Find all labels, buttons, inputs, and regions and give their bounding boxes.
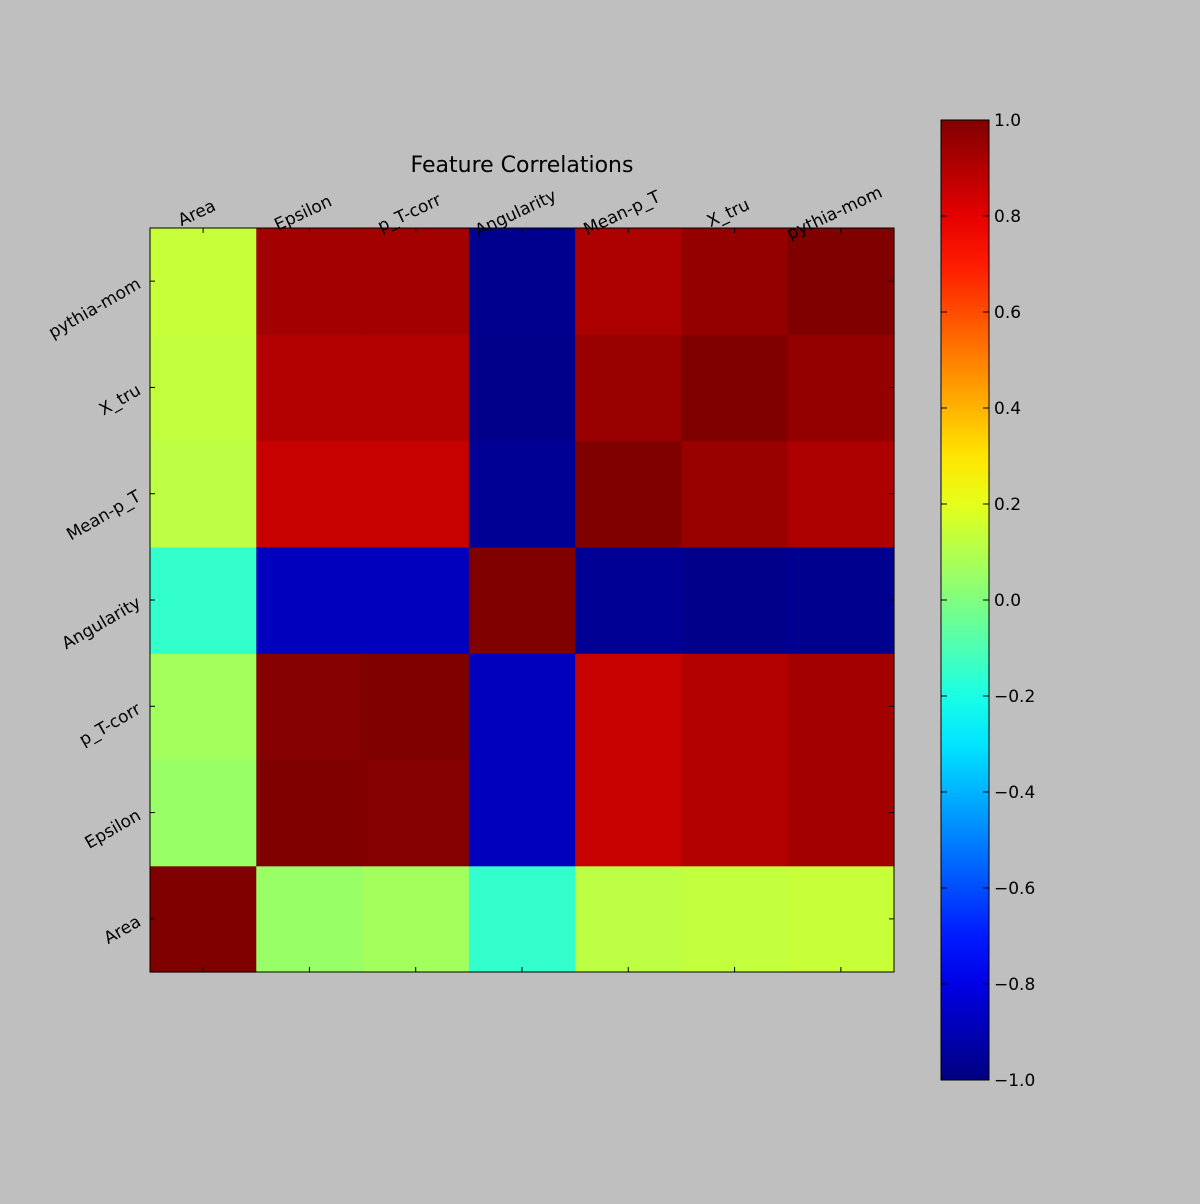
heatmap-cell-pythia-mom-angularity	[468, 228, 576, 335]
heatmap-cell-x_tru-epsilon	[256, 334, 364, 442]
heatmap-cell-angularity-x_tru	[681, 546, 789, 654]
heatmap-cell-p_t-corr-pythia-mom	[787, 653, 895, 761]
heatmap-cell-area-area	[150, 865, 257, 973]
y-tick-label-area: Area	[101, 912, 145, 949]
heatmap-cell-p_t-corr-x_tru	[681, 653, 789, 761]
colorbar-tick-label: 0.6	[994, 303, 1021, 323]
heatmap-cell-angularity-p_t-corr	[362, 546, 470, 654]
colorbar-tick-label: −0.4	[994, 783, 1035, 803]
heatmap-cell-p_t-corr-area	[150, 653, 257, 761]
heatmap-cell-angularity-pythia-mom	[787, 546, 895, 654]
colorbar-tick-label: 0.8	[994, 207, 1021, 227]
y-tick-label-angularity: Angularity	[59, 593, 145, 654]
heatmap-cell-epsilon-epsilon	[256, 759, 364, 867]
heatmap-cell-x_tru-mean-p_t	[575, 334, 683, 442]
y-tick-label-mean-p_t: Mean-p_T	[63, 486, 145, 545]
heatmap-cell-p_t-corr-mean-p_t	[575, 653, 683, 761]
heatmap-cell-epsilon-angularity	[468, 759, 576, 867]
colorbar-tick-label: −0.6	[994, 879, 1035, 899]
heatmap-cell-pythia-mom-mean-p_t	[575, 228, 683, 335]
colorbar-tick-label: 0.0	[994, 591, 1021, 611]
colorbar-tick-label: 1.0	[994, 111, 1021, 131]
chart-title: Feature Correlations	[411, 153, 634, 178]
heatmap-cell-p_t-corr-epsilon	[256, 653, 364, 761]
heatmap-cell-mean-p_t-angularity	[468, 440, 576, 548]
heatmap-cell-x_tru-angularity	[468, 334, 576, 442]
heatmap-cell-area-pythia-mom	[787, 865, 895, 973]
heatmap-cell-pythia-mom-pythia-mom	[787, 228, 895, 335]
heatmap-cell-x_tru-x_tru	[681, 334, 789, 442]
y-tick-label-pythia-mom: pythia-mom	[45, 274, 144, 343]
axis-ticks	[150, 228, 894, 972]
colorbar: 1.0 0.8 0.6 0.4 0.2 0.0 −0.2 −0.4 −0.6 −0.8 −1.0	[940, 111, 1035, 1091]
heatmap-cell-mean-p_t-pythia-mom	[787, 440, 895, 548]
heatmap-cell-epsilon-pythia-mom	[787, 759, 895, 867]
heatmap-cell-mean-p_t-area	[150, 440, 257, 548]
heatmap-cell-mean-p_t-epsilon	[256, 440, 364, 548]
heatmap-cell-angularity-area	[150, 546, 257, 654]
heatmap-cell-p_t-corr-p_t-corr	[362, 653, 470, 761]
heatmap-cell-mean-p_t-mean-p_t	[575, 440, 683, 548]
heatmap-cell-angularity-mean-p_t	[575, 546, 683, 654]
y-tick-labels: Area Epsilon p_T-corr Angularity Mean-p_T X_t…	[45, 274, 145, 949]
colorbar-tick-label: 0.4	[994, 399, 1021, 419]
x-tick-label-area: Area	[175, 196, 219, 231]
heatmap-cell-area-angularity	[468, 865, 576, 973]
heatmap-cell-x_tru-pythia-mom	[787, 334, 895, 442]
y-tick-label-x_tru: X_tru	[96, 380, 145, 420]
heatmap-cell-x_tru-area	[150, 334, 257, 442]
y-tick-label-p_t-corr: p_T-corr	[76, 699, 145, 750]
heatmap-cell-mean-p_t-p_t-corr	[362, 440, 470, 548]
heatmap-cell-area-p_t-corr	[362, 865, 470, 973]
heatmap-cell-pythia-mom-epsilon	[256, 228, 364, 335]
heatmap-cell-epsilon-mean-p_t	[575, 759, 683, 867]
colorbar-gradient	[940, 119, 990, 1081]
colorbar-tick-label: 0.2	[994, 495, 1021, 515]
heatmap-cell-mean-p_t-x_tru	[681, 440, 789, 548]
colorbar-tick-label: −0.2	[994, 687, 1035, 707]
heatmap-cell-x_tru-p_t-corr	[362, 334, 470, 442]
x-tick-label-x_tru: X_tru	[704, 195, 753, 232]
heatmap-cell-pythia-mom-area	[150, 228, 257, 335]
colorbar-tick-label: −1.0	[994, 1071, 1035, 1091]
heatmap-cell-area-epsilon	[256, 865, 364, 973]
heatmap-cell-angularity-angularity	[468, 546, 576, 654]
heatmap-cell-epsilon-p_t-corr	[362, 759, 470, 867]
y-tick-label-epsilon: Epsilon	[82, 806, 145, 854]
heatmap-cell-epsilon-area	[150, 759, 257, 867]
heatmap-cell-area-mean-p_t	[575, 865, 683, 973]
heatmap-cell-angularity-epsilon	[256, 546, 364, 654]
heatmap-cells	[150, 228, 895, 973]
heatmap-cell-pythia-mom-x_tru	[681, 228, 789, 335]
heatmap-cell-p_t-corr-angularity	[468, 653, 576, 761]
heatmap-cell-epsilon-x_tru	[681, 759, 789, 867]
heatmap-cell-area-x_tru	[681, 865, 789, 973]
colorbar-tick-label: −0.8	[994, 975, 1035, 995]
heatmap-cell-pythia-mom-p_t-corr	[362, 228, 470, 335]
